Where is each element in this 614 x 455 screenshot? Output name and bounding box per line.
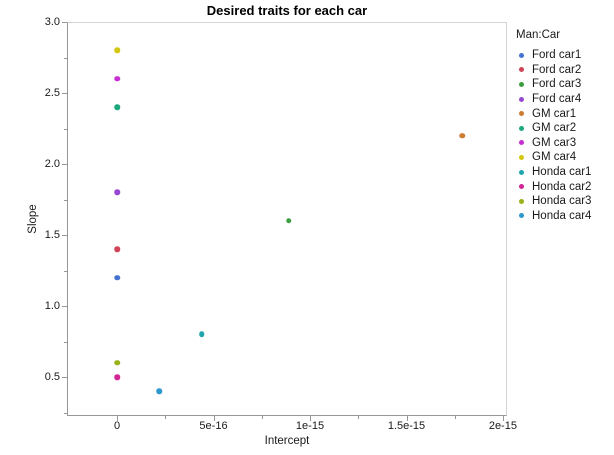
- data-point-ford-car4[interactable]: [114, 189, 120, 196]
- legend-marker-icon: [519, 125, 524, 131]
- legend-marker-icon: [519, 52, 524, 58]
- legend-item-ford-car1[interactable]: Ford car1: [516, 48, 591, 63]
- x-minor-tick: [358, 416, 360, 419]
- x-minor-tick: [165, 416, 167, 419]
- legend-marker-icon: [519, 169, 524, 175]
- x-major-tick: [310, 416, 311, 421]
- legend-marker-icon: [519, 184, 524, 190]
- y-minor-tick: [64, 412, 67, 414]
- data-point-ford-car1[interactable]: [114, 274, 120, 281]
- legend-item-ford-car3[interactable]: Ford car3: [516, 77, 591, 92]
- legend-marker-icon: [519, 140, 524, 146]
- legend-item-label: GM car4: [532, 151, 577, 164]
- legend-item-label: Ford car3: [532, 78, 582, 91]
- legend-item-honda-car3[interactable]: Honda car3: [516, 194, 591, 209]
- y-axis-label: Slope: [27, 204, 39, 234]
- y-tick-label: 2.0: [44, 158, 60, 170]
- x-minor-tick: [261, 416, 263, 419]
- legend-marker-icon: [519, 81, 524, 87]
- x-major-tick: [406, 416, 408, 421]
- legend-item-honda-car2[interactable]: Honda car2: [516, 179, 591, 194]
- legend-marker-icon: [519, 111, 524, 117]
- legend-item-label: Ford car2: [532, 63, 582, 76]
- legend-item-gm-car3[interactable]: GM car3: [516, 136, 591, 151]
- legend-title: Man:Car: [516, 29, 561, 41]
- y-major-tick: [62, 235, 67, 236]
- y-tick-label: 2.5: [44, 87, 60, 99]
- legend-item-label: Ford car1: [532, 49, 582, 62]
- data-point-honda-car2[interactable]: [114, 374, 120, 380]
- y-tick-label: 1.0: [44, 300, 60, 312]
- legend-item-label: Honda car2: [532, 180, 592, 193]
- y-major-tick: [62, 377, 67, 378]
- data-point-gm-car3[interactable]: [114, 76, 120, 82]
- legend-items: Ford car1 Ford car2 Ford car3 Ford car4 GM c…: [516, 48, 591, 223]
- y-minor-tick: [64, 57, 67, 59]
- x-major-tick: [502, 416, 504, 421]
- x-major-tick: [213, 416, 215, 421]
- x-minor-tick: [454, 416, 456, 419]
- y-minor-tick: [64, 128, 67, 130]
- data-point-honda-car1[interactable]: [199, 331, 205, 338]
- y-minor-tick: [64, 341, 67, 343]
- data-point-gm-car4[interactable]: [114, 47, 120, 54]
- legend-item-label: GM car2: [532, 122, 577, 135]
- chart-title: Desired traits for each car: [206, 3, 368, 18]
- legend-item-label: Honda car4: [532, 209, 592, 222]
- x-tick-label: 0: [113, 420, 121, 432]
- x-tick-label: 5e-16: [199, 420, 228, 432]
- legend-marker-icon: [519, 213, 524, 219]
- legend-marker-icon: [519, 198, 524, 204]
- legend-item-label: Honda car3: [532, 195, 592, 208]
- data-point-gm-car1[interactable]: [459, 132, 466, 139]
- x-major-tick: [117, 416, 118, 421]
- y-minor-tick: [64, 270, 67, 272]
- data-point-honda-car3[interactable]: [114, 360, 120, 366]
- y-major-tick: [62, 93, 67, 94]
- y-tick-label: 3.0: [44, 16, 60, 28]
- x-axis-label: Intercept: [264, 435, 310, 447]
- legend-item-ford-car4[interactable]: Ford car4: [516, 92, 591, 107]
- legend-marker-icon: [519, 96, 524, 102]
- legend-item-gm-car2[interactable]: GM car2: [516, 121, 591, 136]
- x-tick-label: 1e-15: [295, 420, 325, 432]
- legend-item-label: Honda car1: [532, 166, 592, 179]
- data-point-ford-car3[interactable]: [285, 218, 292, 224]
- y-major-tick: [62, 164, 67, 165]
- data-point-gm-car2[interactable]: [114, 104, 120, 110]
- legend-item-honda-car1[interactable]: Honda car1: [516, 165, 591, 180]
- legend-item-ford-car2[interactable]: Ford car2: [516, 63, 591, 78]
- legend: Man:Car Ford car1 Ford car2 Ford car3 Ford …: [516, 29, 591, 223]
- x-tick-label: 2e-15: [488, 420, 517, 432]
- y-minor-tick: [64, 199, 67, 201]
- legend-item-gm-car4[interactable]: GM car4: [516, 150, 591, 165]
- legend-item-honda-car4[interactable]: Honda car4: [516, 209, 591, 224]
- data-point-honda-car4[interactable]: [156, 388, 163, 394]
- legend-item-label: GM car1: [532, 107, 577, 120]
- y-major-tick: [62, 306, 67, 307]
- legend-marker-icon: [519, 154, 524, 160]
- y-major-tick: [62, 22, 67, 23]
- legend-item-gm-car1[interactable]: GM car1: [516, 106, 591, 121]
- y-tick-label: 1.5: [44, 229, 60, 241]
- data-point-ford-car2[interactable]: [114, 246, 120, 252]
- x-tick-label: 1.5e-15: [387, 420, 426, 432]
- legend-marker-icon: [519, 67, 524, 73]
- legend-item-label: GM car3: [532, 136, 577, 149]
- legend-item-label: Ford car4: [532, 93, 582, 106]
- y-tick-label: 0.5: [44, 371, 60, 383]
